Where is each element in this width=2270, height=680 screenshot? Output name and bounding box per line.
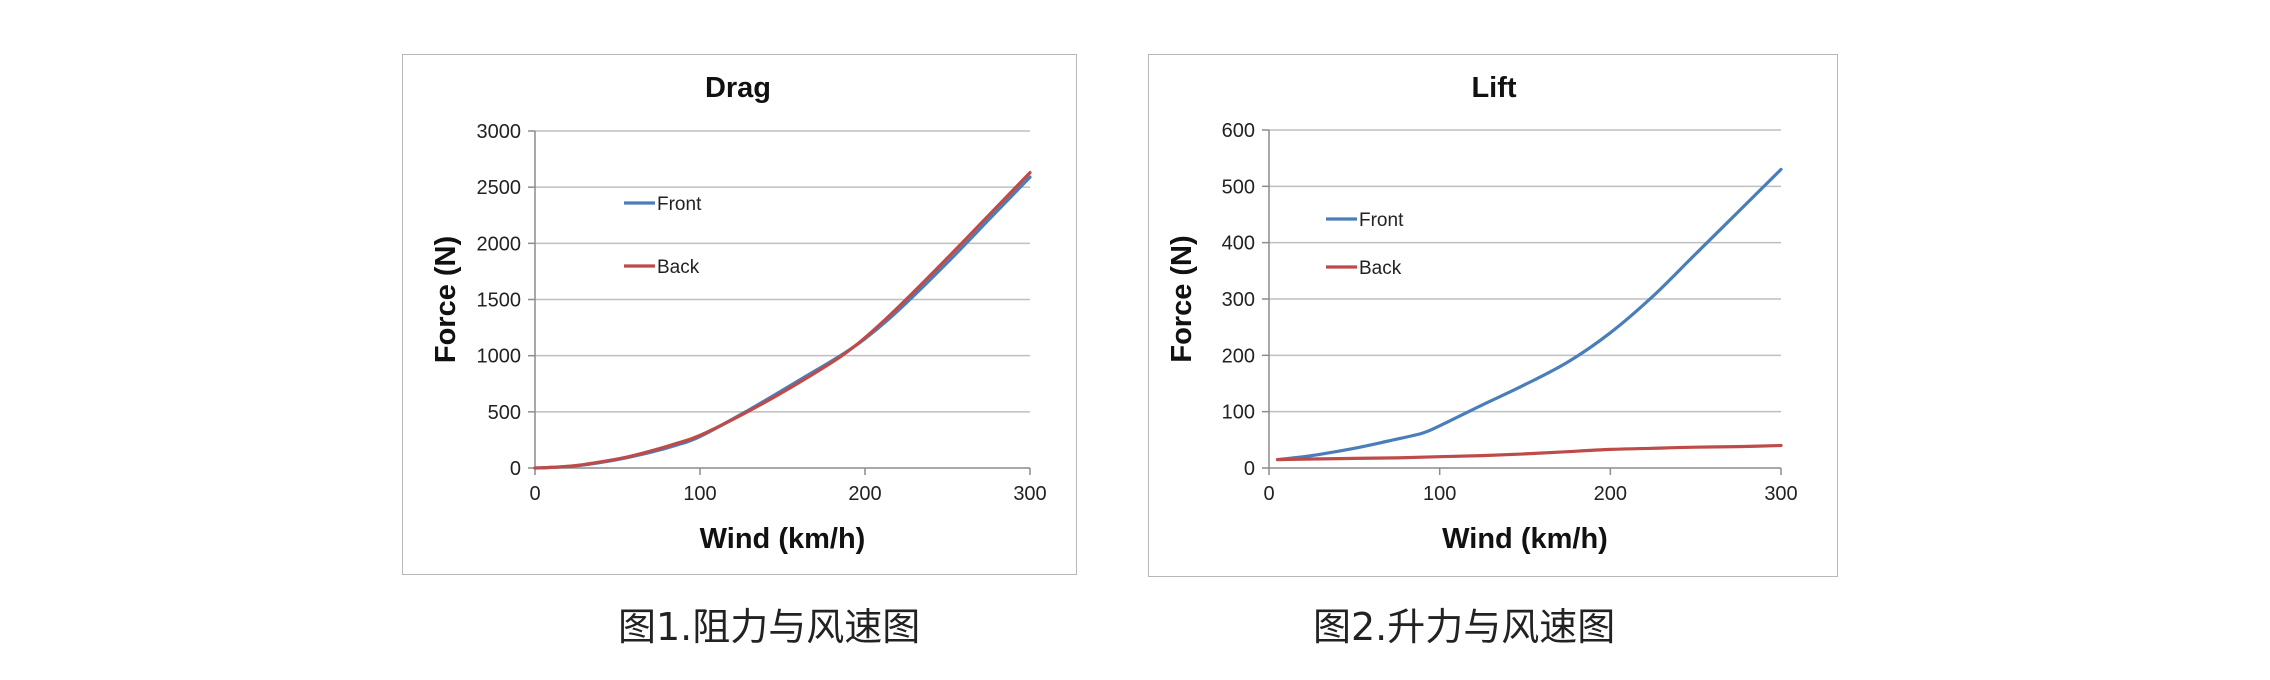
x-tick-label-3: 300	[1013, 483, 1046, 505]
x-axis-title: Wind (km/h)	[1442, 523, 1608, 555]
y-axis-title: Force (N)	[430, 236, 462, 363]
y-tick-label-4: 400	[1222, 233, 1255, 255]
chart-title: Lift	[1471, 72, 1516, 104]
drag-chart-panel: 0 100 200 300 0 500 1000 1500 2000 2500 3000 Drag Wi…	[402, 54, 1077, 575]
chart-title: Drag	[705, 72, 771, 104]
series-line-front	[533, 175, 1032, 470]
y-tick-label-1: 100	[1222, 402, 1255, 424]
x-tick-label-2: 200	[1594, 483, 1627, 505]
y-axis-title: Force (N)	[1166, 235, 1198, 362]
legend-label-front: Front	[657, 194, 702, 215]
x-tick-label-0: 0	[1263, 483, 1274, 505]
y-tick-label-6: 600	[1222, 120, 1255, 142]
y-tick-label-5: 500	[1222, 176, 1255, 198]
x-tick-label-3: 300	[1764, 483, 1797, 505]
legend-label-back: Back	[657, 257, 700, 278]
y-tick-label-5: 2500	[477, 177, 522, 199]
y-tick-label-1: 500	[488, 402, 521, 424]
series-line-front	[1275, 167, 1783, 462]
figure-caption-1: 图1.阻力与风速图	[618, 605, 921, 649]
legend-label-back: Back	[1359, 258, 1402, 279]
y-tick-label-0: 0	[1244, 458, 1255, 480]
series-line-back	[533, 171, 1032, 470]
x-tick-label-1: 100	[683, 483, 716, 505]
x-tick-label-2: 200	[848, 483, 881, 505]
lift-chart-panel: 0 100 200 300 0 100 200 300 400 500 600 Lift Wind (k…	[1148, 54, 1838, 577]
x-tick-label-1: 100	[1423, 483, 1456, 505]
x-axis-title: Wind (km/h)	[700, 523, 866, 555]
lift-chart: 0 100 200 300 0 100 200 300 400 500 600 Lift Wind (k…	[1166, 72, 1798, 555]
series-line-back	[1275, 443, 1783, 462]
x-tick-label-0: 0	[529, 483, 540, 505]
y-tick-label-2: 1000	[477, 346, 522, 368]
y-tick-label-3: 300	[1222, 289, 1255, 311]
y-tick-label-3: 1500	[477, 290, 522, 312]
drag-chart: 0 100 200 300050010001500200025003000DragWi…	[430, 72, 1047, 555]
figure-caption-2: 图2.升力与风速图	[1313, 605, 1616, 649]
y-tick-label-0: 0	[510, 458, 521, 480]
y-tick-label-4: 2000	[477, 233, 522, 255]
y-tick-label-6: 3000	[477, 121, 522, 143]
y-tick-label-2: 200	[1222, 345, 1255, 367]
legend-label-front: Front	[1359, 210, 1404, 231]
